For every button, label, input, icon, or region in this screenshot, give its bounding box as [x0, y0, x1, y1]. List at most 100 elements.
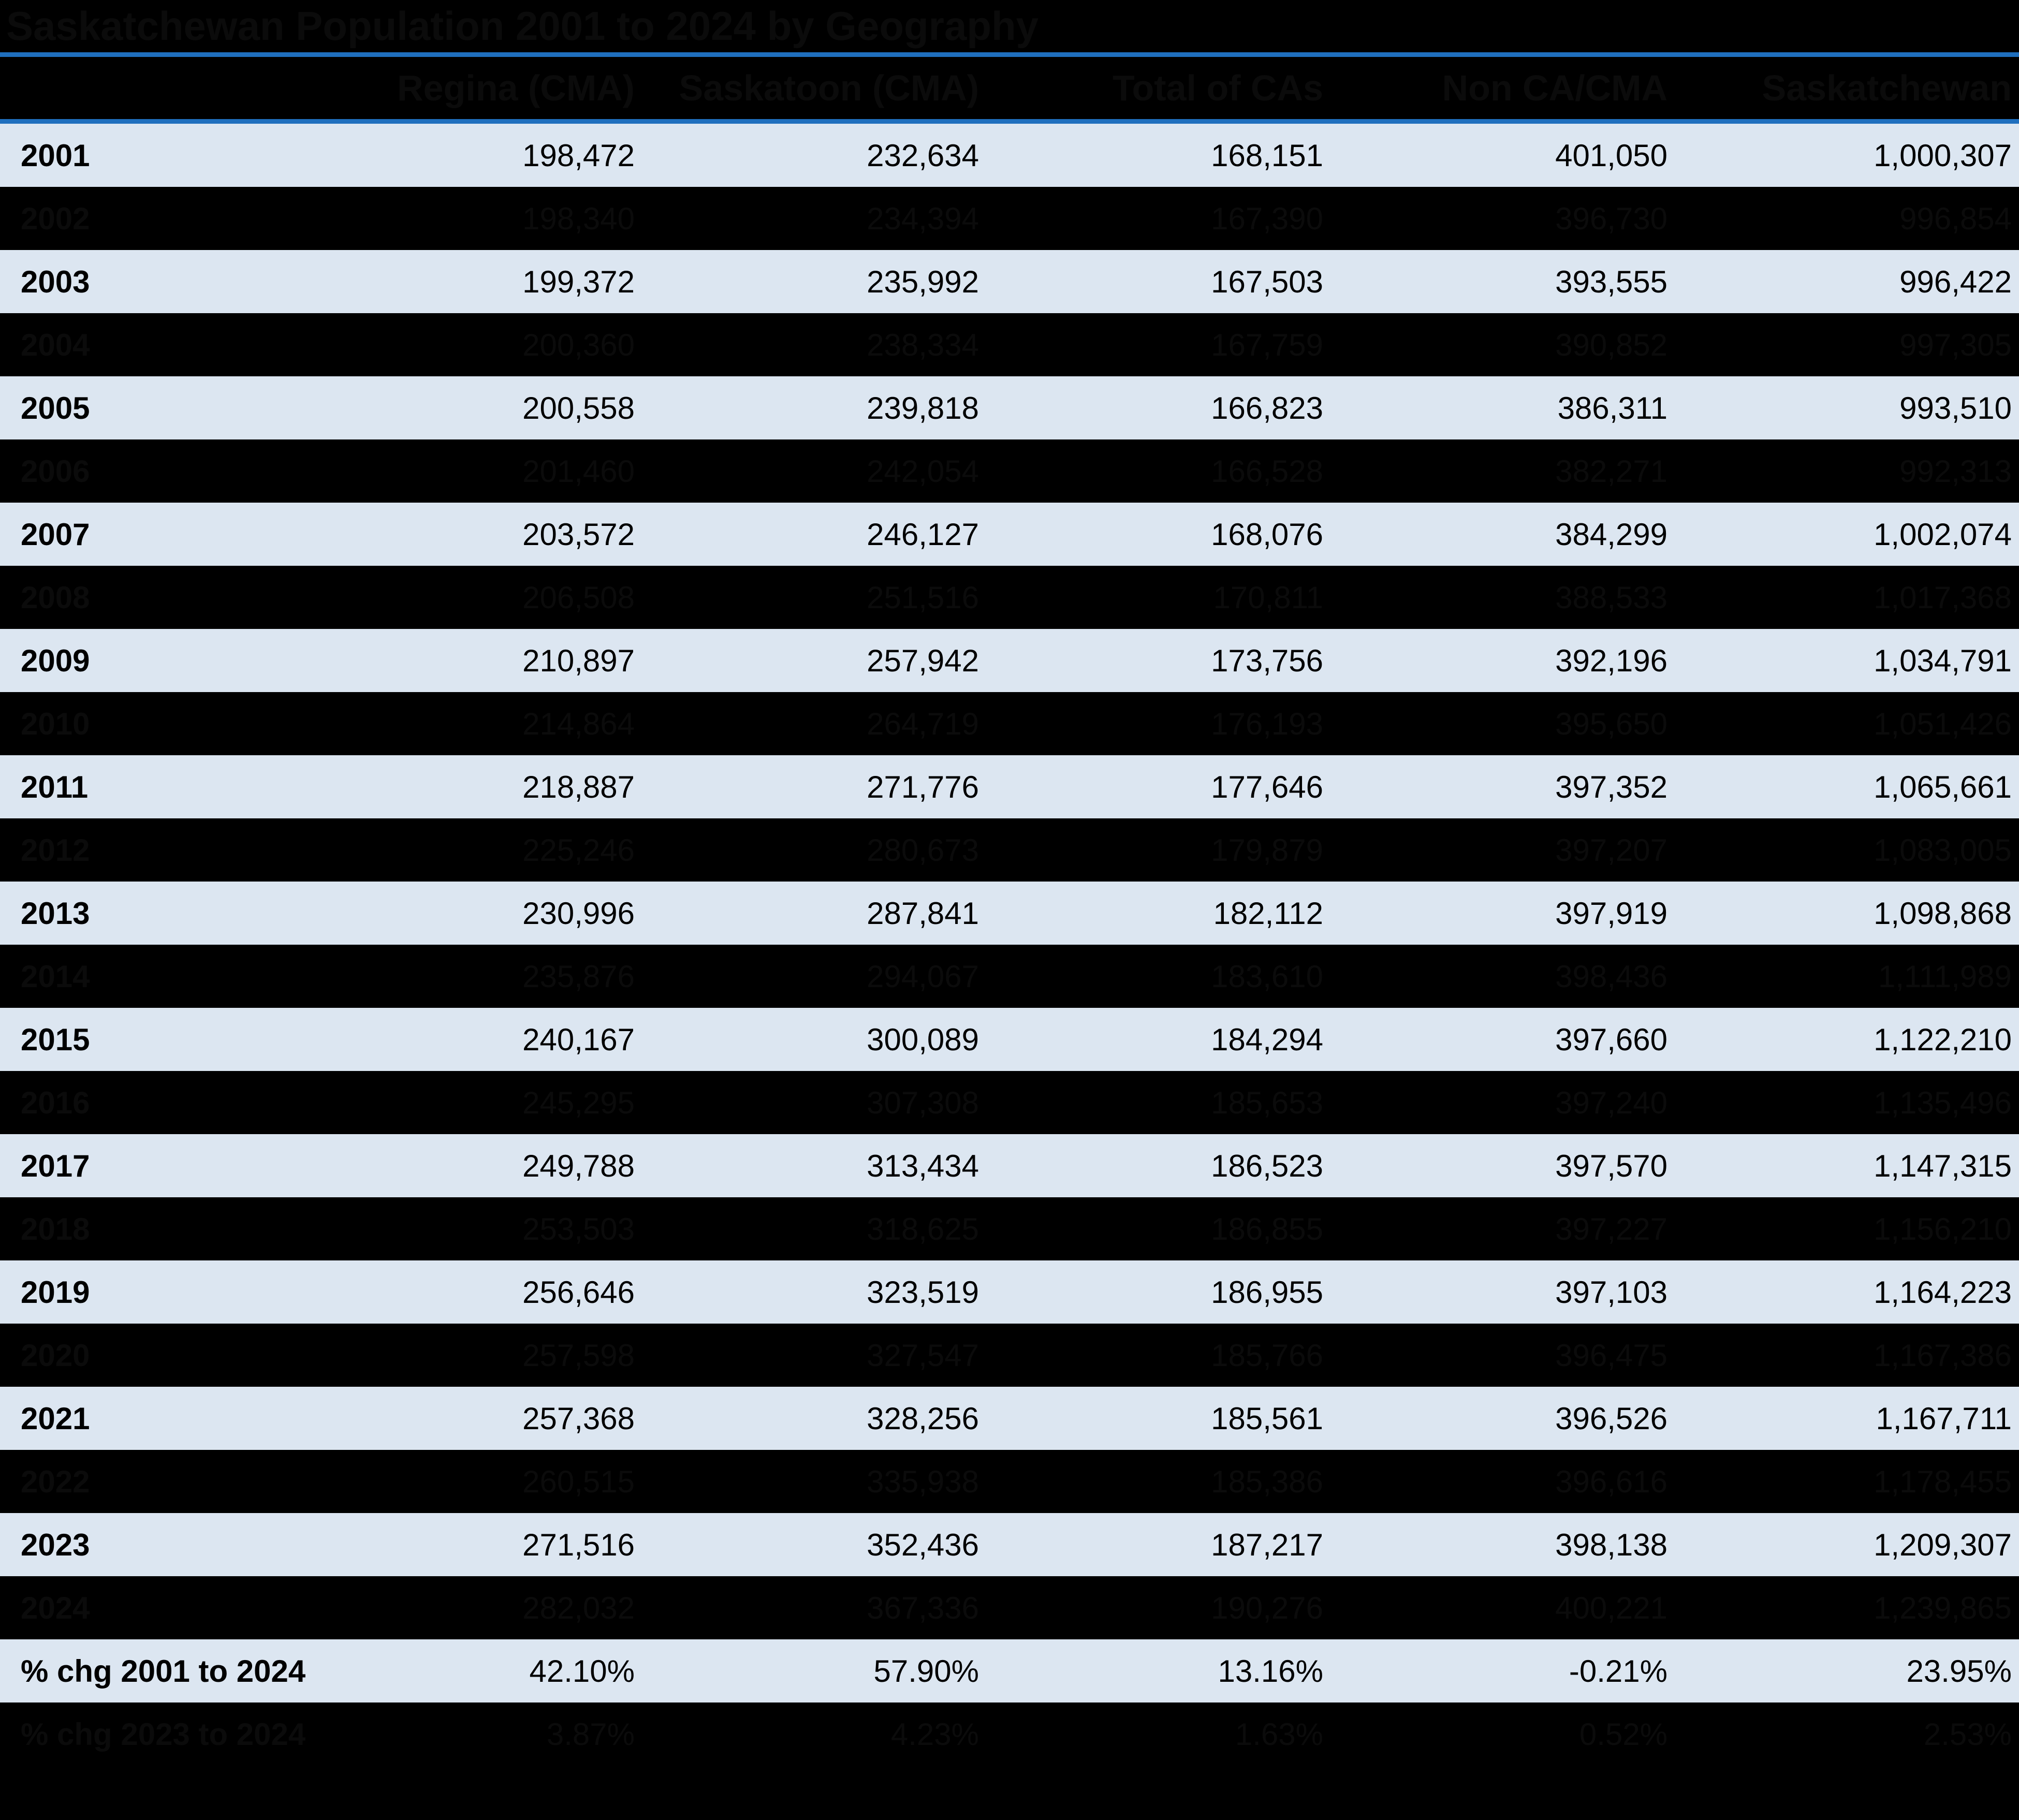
value-cell: 398,436 [1555, 959, 1667, 994]
value-cell: 214,864 [522, 706, 635, 741]
value-cell: 397,570 [1555, 1148, 1667, 1183]
value-cell: 335,938 [867, 1464, 979, 1499]
header-cell: Total of CAs [1112, 68, 1323, 108]
value-cell: 187,217 [1211, 1527, 1323, 1562]
value-cell: 280,673 [867, 832, 979, 868]
value-cell: 327,547 [867, 1338, 979, 1373]
value-cell: 390,852 [1555, 327, 1667, 362]
value-cell: 1,167,711 [1876, 1401, 2012, 1436]
table-row: 2012 225,246 280,673 179,879 397,207 1,083,00… [0, 818, 2019, 882]
value-cell: 235,876 [522, 959, 635, 994]
value-cell: 184,294 [1211, 1022, 1323, 1057]
value-cell: 382,271 [1555, 453, 1667, 489]
header-divider [0, 119, 2019, 124]
value-cell: 992,313 [1899, 453, 2012, 489]
value-cell: 238,334 [867, 327, 979, 362]
value-cell: 198,340 [522, 201, 635, 236]
value-cell: 271,776 [867, 769, 979, 804]
value-cell: 168,151 [1211, 138, 1323, 173]
value-cell: 257,368 [522, 1401, 635, 1436]
row-label: 2007 [21, 517, 90, 552]
value-cell: 397,240 [1555, 1085, 1667, 1120]
value-cell: 210,897 [522, 643, 635, 678]
value-cell: 256,646 [522, 1274, 635, 1310]
table-row: 2020 257,598 327,547 185,766 396,475 1,167,38… [0, 1324, 2019, 1387]
value-cell: 201,460 [522, 453, 635, 489]
value-cell: 203,572 [522, 517, 635, 552]
row-label: 2012 [21, 832, 90, 868]
table-row: 2008 206,508 251,516 170,811 388,533 1,017,36… [0, 566, 2019, 629]
table-row: 2013 230,996 287,841 182,112 397,919 1,098,86… [0, 882, 2019, 945]
header-cell: Non CA/CMA [1442, 68, 1667, 108]
value-cell: 1,098,868 [1874, 896, 2012, 931]
value-cell: 287,841 [867, 896, 979, 931]
row-label: 2024 [21, 1590, 90, 1625]
value-cell: 1,083,005 [1874, 832, 2012, 868]
row-label: 2009 [21, 643, 90, 678]
value-cell: 1,135,496 [1874, 1085, 2012, 1120]
value-cell: 996,854 [1899, 201, 2012, 236]
header-cell: Saskatoon (CMA) [679, 68, 979, 108]
value-cell: 257,942 [867, 643, 979, 678]
value-cell: 318,625 [867, 1211, 979, 1246]
value-cell: 271,516 [522, 1527, 635, 1562]
value-cell: 1,065,661 [1874, 769, 2012, 804]
value-cell: 240,167 [522, 1022, 635, 1057]
value-cell: 1,164,223 [1874, 1274, 2012, 1310]
table-row: 2003 199,372 235,992 167,503 393,555 996,422 [0, 250, 2019, 313]
value-cell: 186,855 [1211, 1211, 1323, 1246]
value-cell: 42.10% [529, 1653, 635, 1689]
row-label: 2005 [21, 390, 90, 425]
value-cell: 396,475 [1555, 1338, 1667, 1373]
table-row: 2024 282,032 367,336 190,276 400,221 1,239,86… [0, 1576, 2019, 1639]
value-cell: 0.52% [1579, 1716, 1667, 1752]
value-cell: 386,311 [1557, 390, 1667, 425]
value-cell: 388,533 [1555, 580, 1667, 615]
row-label: 2017 [21, 1148, 90, 1183]
value-cell: 225,246 [522, 832, 635, 868]
value-cell: 282,032 [522, 1590, 635, 1625]
value-cell: 185,561 [1211, 1401, 1323, 1436]
value-cell: 183,610 [1211, 959, 1323, 994]
table-row: 2016 245,295 307,308 185,653 397,240 1,135,49… [0, 1071, 2019, 1134]
table-row: 2005 200,558 239,818 166,823 386,311 993,510 [0, 376, 2019, 439]
value-cell: 177,646 [1211, 769, 1323, 804]
table-row: 2015 240,167 300,089 184,294 397,660 1,122,21… [0, 1008, 2019, 1071]
row-label: 2018 [21, 1211, 90, 1246]
value-cell: 307,308 [867, 1085, 979, 1120]
value-cell: 198,472 [522, 138, 635, 173]
value-cell: 57.90% [873, 1653, 979, 1689]
value-cell: 246,127 [867, 517, 979, 552]
row-label: 2022 [21, 1464, 90, 1499]
value-cell: 398,138 [1555, 1527, 1667, 1562]
table-row: 2007 203,572 246,127 168,076 384,299 1,002,07… [0, 503, 2019, 566]
value-cell: 1,178,455 [1874, 1464, 2012, 1499]
value-cell: 199,372 [522, 264, 635, 299]
value-cell: 167,503 [1211, 264, 1323, 299]
value-cell: 1,209,307 [1874, 1527, 2012, 1562]
value-cell: 251,516 [867, 580, 979, 615]
row-label: 2006 [21, 453, 90, 489]
row-label: % chg 2023 to 2024 [21, 1716, 306, 1752]
row-label: 2014 [21, 959, 90, 994]
table-row: 2004 200,360 238,334 167,759 390,852 997,305 [0, 313, 2019, 376]
header-cell: Saskatchewan [1762, 68, 2012, 108]
table-row: 2010 214,864 264,719 176,193 395,650 1,051,42… [0, 692, 2019, 755]
value-cell: 996,422 [1899, 264, 2012, 299]
value-cell: 1,017,368 [1874, 580, 2012, 615]
value-cell: 993,510 [1899, 390, 2012, 425]
table-row: 2019 256,646 323,519 186,955 397,103 1,164,22… [0, 1260, 2019, 1324]
value-cell: 168,076 [1211, 517, 1323, 552]
value-cell: 185,653 [1211, 1085, 1323, 1120]
value-cell: 23.95% [1906, 1653, 2012, 1689]
value-cell: 1,002,074 [1874, 517, 2012, 552]
value-cell: 397,919 [1555, 896, 1667, 931]
row-label: 2002 [21, 201, 90, 236]
value-cell: 185,386 [1211, 1464, 1323, 1499]
value-cell: 190,276 [1211, 1590, 1323, 1625]
value-cell: 218,887 [522, 769, 635, 804]
value-cell: 294,067 [867, 959, 979, 994]
value-cell: 13.16% [1218, 1653, 1324, 1689]
value-cell: 182,112 [1213, 896, 1323, 931]
table-row: 2018 253,503 318,625 186,855 397,227 1,156,21… [0, 1197, 2019, 1260]
